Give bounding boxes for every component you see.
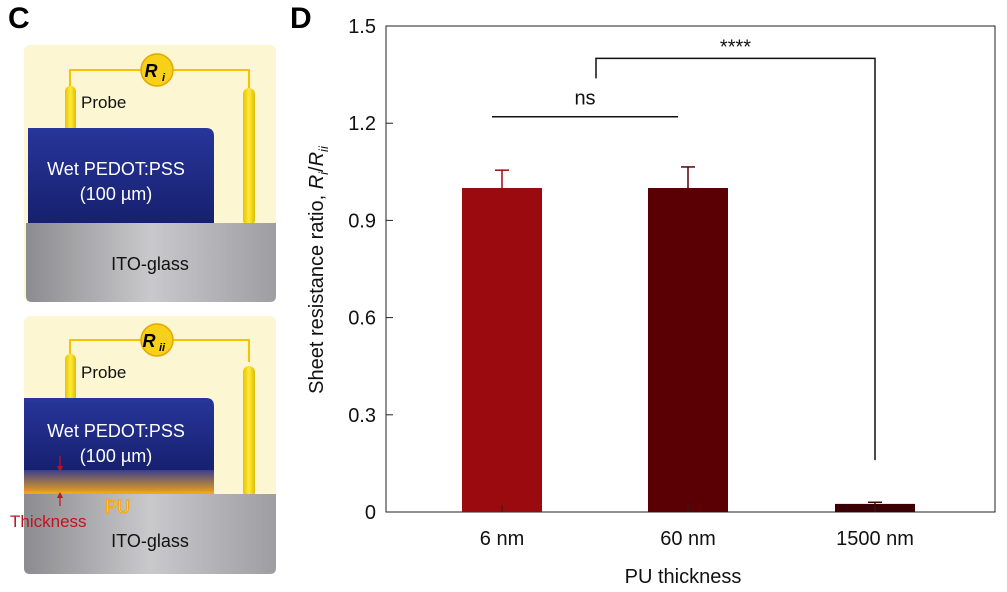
y-tick-label: 1.5 [348,16,376,38]
pu-label: PU [105,497,130,517]
probe-right [243,88,255,226]
y-tick-label: 0.6 [348,308,376,330]
y-axis-label-prefix: Sheet resistance ratio, [306,189,328,394]
pedot-film [24,398,214,472]
schematic-top: R i Probe Wet PEDOT:PSS (100 µm) ITO-gla… [24,45,276,302]
significance-label: ns [574,88,595,110]
y-axis-label-r1-sub: i [316,171,331,175]
film-label: Wet PEDOT:PSS [47,421,185,441]
bar-chart: 0 0.3 0.6 0.9 1.2 1.5 6 nm 60 nm 1500 nm ns **** P… [306,16,996,588]
panel-letter-c: C [8,2,30,35]
schematic-panel: R i Probe Wet PEDOT:PSS (100 µm) ITO-gla… [10,45,276,574]
x-tick-label: 6 nm [480,528,524,550]
film-label: Wet PEDOT:PSS [47,159,185,179]
probe-wire [69,69,141,88]
schematic-bottom: R ii Probe Wet PEDOT:PSS (100 µm) Thickn… [10,316,276,574]
meter-label-sub: ii [159,342,166,354]
probe-label: Probe [81,363,126,382]
pu-layer [24,470,214,494]
meter-label: R [143,331,156,351]
panel-letter-d: D [290,2,312,35]
probe-right [243,366,255,498]
significance-label: **** [720,36,751,58]
bar [462,188,542,512]
y-axis-label-r1: R [306,175,328,189]
bar [648,188,728,512]
thickness-label: Thickness [10,512,87,531]
significance-bracket [595,57,876,461]
pedot-film [28,128,214,224]
x-tick-label: 60 nm [660,528,716,550]
substrate-label: ITO-glass [111,531,189,551]
probe-wire [173,69,250,92]
film-thickness-label: (100 µm) [80,446,152,466]
thickness-arrow-icon [57,466,63,472]
meter-icon [140,323,174,357]
film-thickness-label: (100 µm) [80,184,152,204]
probe-wire [69,339,141,356]
y-axis-label-r2-sub: ii [316,145,331,152]
x-axis-label: PU thickness [625,566,742,588]
meter-icon [140,53,174,87]
substrate-label: ITO-glass [111,254,189,274]
meter-label-sub: i [162,72,166,84]
probe-label: Probe [81,93,126,112]
y-tick-label: 0.9 [348,210,376,232]
x-tick-label: 1500 nm [836,528,914,550]
y-tick-label: 1.2 [348,113,376,135]
probe-wire [173,339,250,362]
y-tick-label: 0 [365,502,376,524]
y-axis-label-r2: R [306,152,328,166]
y-tick-label: 0.3 [348,405,376,427]
thickness-arrow-icon [57,492,63,498]
y-axis-label-sep: / [306,166,328,172]
ito-substrate [24,494,276,574]
y-axis-label: Sheet resistance ratio, Ri/Rii [306,145,331,394]
meter-label: R [145,61,158,81]
ito-substrate [26,223,276,302]
